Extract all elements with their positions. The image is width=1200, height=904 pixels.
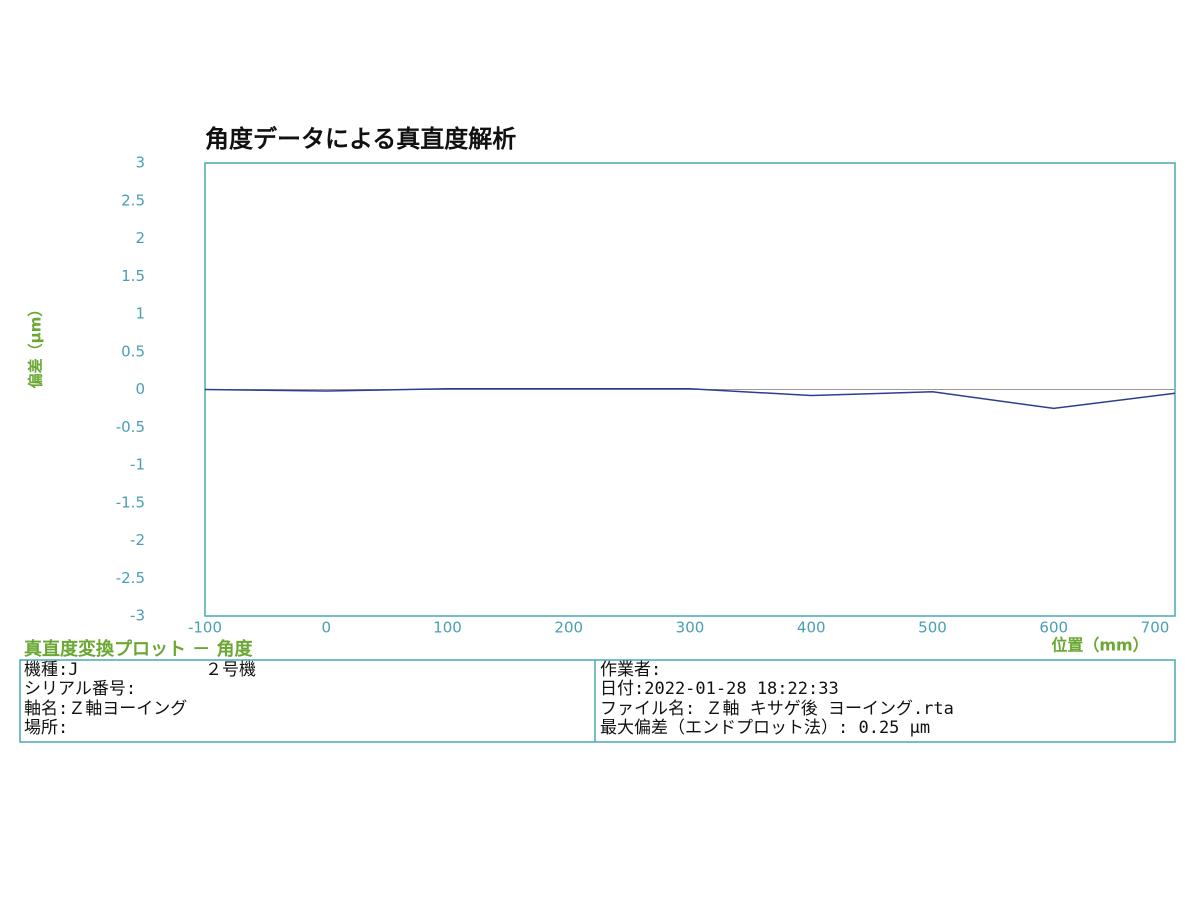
y-tick-label: 1.5 <box>121 267 145 285</box>
x-tick-label: 200 <box>554 619 583 637</box>
info-right: ファイル名: Ｚ軸 キサゲ後 ヨーイング.rta <box>600 699 954 719</box>
x-tick-label: 600 <box>1039 619 1068 637</box>
x-tick-label: 300 <box>676 619 705 637</box>
y-tick-label: 3 <box>135 154 145 172</box>
info-left: 軸名:Ｚ軸ヨーイング <box>24 699 187 719</box>
info-left: 場所: <box>24 718 68 738</box>
info-right: 最大偏差（エンドプロット法）: 0.25 μm <box>600 718 930 738</box>
info-left: シリアル番号: <box>24 679 136 699</box>
data-line <box>204 387 1176 410</box>
info-box <box>19 659 1176 743</box>
x-tick-label: -100 <box>188 619 222 637</box>
x-tick-label: 100 <box>433 619 462 637</box>
y-axis-label: 偏差（μm） <box>27 302 45 389</box>
y-tick-label: -1 <box>130 456 145 474</box>
x-tick-label: 0 <box>321 619 331 637</box>
y-tick-label: 2 <box>135 229 145 247</box>
y-tick-label: -2 <box>130 531 145 549</box>
y-tick-label: 0 <box>135 380 145 398</box>
y-tick-label: -1.5 <box>116 493 145 511</box>
x-tick-label: 400 <box>797 619 826 637</box>
y-tick-label: 2.5 <box>121 191 145 209</box>
y-tick-label: 0.5 <box>121 342 145 360</box>
info-left: 機種:J <box>24 660 78 680</box>
chart-title: 角度データによる真直度解析 <box>205 125 516 153</box>
caption: 真直度変換プロット － 角度 <box>24 638 254 660</box>
y-tick-label: 1 <box>135 305 145 323</box>
x-tick-label: 700 <box>1141 619 1170 637</box>
y-tick-label: -2.5 <box>116 569 145 587</box>
info-right: 日付:2022-01-28 18:22:33 <box>600 679 839 699</box>
x-tick-label: 500 <box>918 619 947 637</box>
y-tick-label: -3 <box>130 607 145 625</box>
info-right: 作業者: <box>600 660 661 680</box>
x-axis-label: 位置（mm） <box>1051 636 1148 655</box>
model-name: ２号機 <box>205 660 256 680</box>
y-tick-label: -0.5 <box>116 418 145 436</box>
